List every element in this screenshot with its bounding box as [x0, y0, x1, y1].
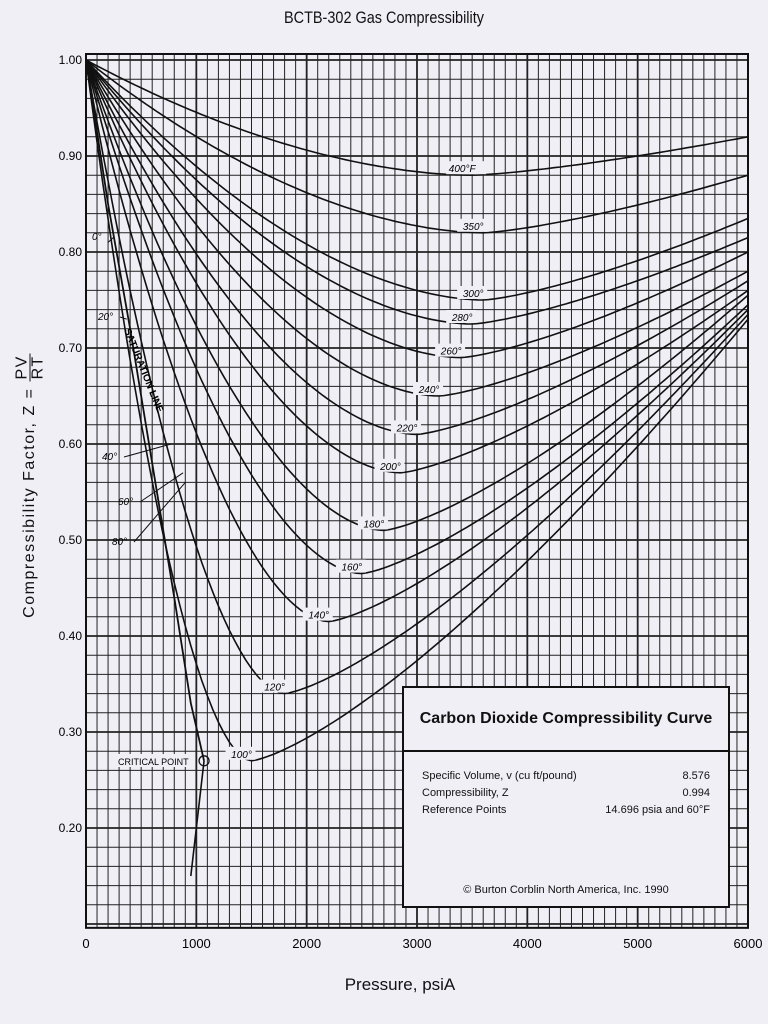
curve-label: 140°: [308, 611, 329, 622]
isotherm-curve: [85, 59, 749, 325]
x-tick-label: 0: [82, 936, 89, 951]
y-tick-label: 0.80: [59, 245, 83, 259]
curve-label-bg: [335, 559, 366, 573]
saturation-temp-label: 40°: [102, 452, 117, 463]
saturation-line-tail: [190, 760, 205, 877]
y-axis-label-text: Compressibility Factor, Z =: [21, 387, 39, 618]
curve-label: 220°: [396, 423, 418, 434]
curve-label-bg: [413, 382, 444, 395]
curve-label: 200°: [379, 462, 401, 473]
curve-label-bg: [225, 746, 256, 760]
info-value: 8.576: [682, 770, 710, 782]
chart-title: BCTB-302 Gas Compressibility: [284, 8, 484, 27]
curve-label-bg: [446, 161, 487, 175]
curve-label: 240°: [418, 385, 440, 396]
label-leader-line: [123, 443, 172, 458]
saturation-temp-label: 80°: [112, 537, 127, 548]
x-axis-label: Pressure, psiA: [344, 975, 456, 994]
saturation-line-label: SATURATION LINE: [121, 327, 165, 415]
y-tick-label: 0.50: [59, 533, 83, 547]
saturation-temp-label: 60°: [118, 497, 133, 508]
y-axis-label: Compressibility Factor, Z = PV RT: [13, 276, 47, 696]
isotherm-curve: [85, 59, 749, 436]
pv-rt-fraction: PV RT: [13, 353, 47, 382]
copyright: © Burton Corblin North America, Inc. 199…: [463, 884, 669, 896]
y-tick-label: 0.90: [59, 149, 83, 163]
curve-label: 160°: [341, 563, 362, 574]
label-leader-line: [139, 472, 184, 503]
curve-label-bg: [374, 458, 405, 472]
critical-point-label-bg: [116, 754, 192, 767]
info-label: Specific Volume, v (cu ft/pound): [422, 770, 577, 782]
curve-label: 350°: [463, 222, 484, 233]
isotherm-curve: [85, 59, 749, 234]
y-tick-label: 0.70: [59, 341, 83, 355]
curve-label: 300°: [463, 289, 484, 300]
curve-label-bg: [391, 420, 421, 434]
curve-label: 400°F: [449, 164, 477, 175]
x-tick-label: 1000: [182, 936, 211, 951]
curve-label-bg: [446, 310, 477, 323]
curve-label: 120°: [264, 683, 285, 694]
y-tick-label: 0.60: [59, 437, 83, 451]
x-tick-label: 3000: [403, 936, 432, 951]
fraction-numerator: PV: [13, 353, 31, 382]
isotherm-curve: [85, 59, 749, 301]
curve-label-bg: [258, 679, 289, 693]
info-value: 0.994: [682, 787, 710, 799]
isotherm-curve: [85, 59, 749, 532]
plot-frame: [85, 53, 749, 929]
label-leader-line: [133, 482, 186, 543]
info-row: Compressibility, Z 0.994: [404, 785, 728, 802]
x-tick-label: 4000: [513, 936, 542, 951]
isotherm-curve: [85, 59, 749, 359]
x-tick-label: 5000: [623, 936, 652, 951]
isotherm-curve: [85, 59, 749, 623]
saturation-temp-label: 20°: [97, 312, 113, 323]
critical-point-marker: [198, 755, 210, 767]
fraction-denominator: RT: [29, 355, 47, 380]
y-tick-label: 1.00: [59, 53, 83, 67]
info-label: Compressibility, Z: [422, 787, 509, 799]
y-tick-label: 0.30: [59, 725, 83, 739]
saturation-temp-label: 0°: [92, 232, 102, 243]
curve-label: 280°: [451, 313, 473, 324]
curve-label: 260°: [440, 347, 462, 358]
isotherm-curve: [85, 59, 749, 474]
info-box-title: Carbon Dioxide Compressibility Curve: [404, 688, 728, 752]
info-row: Specific Volume, v (cu ft/pound) 8.576: [404, 768, 728, 785]
curve-label-bg: [357, 516, 388, 530]
isotherm-curve: [85, 59, 749, 177]
label-leader-line: [107, 236, 115, 243]
curve-label: 100°: [231, 750, 252, 761]
y-tick-label: 0.20: [59, 821, 83, 835]
curve-label-bg: [457, 218, 488, 232]
x-tick-label: 6000: [734, 936, 763, 951]
y-tick-label: 0.40: [59, 629, 83, 643]
isotherm-curve: [85, 59, 749, 575]
isotherm-curve: [85, 59, 749, 762]
label-leader-line: [119, 316, 127, 320]
info-label: Reference Points: [422, 804, 507, 816]
info-row: Reference Points 14.696 psia and 60°F: [404, 802, 728, 819]
isotherm-curve: [85, 59, 749, 695]
curve-label-bg: [302, 607, 333, 621]
x-tick-label: 2000: [292, 936, 321, 951]
info-value: 14.696 psia and 60°F: [605, 804, 710, 816]
curve-label-bg: [457, 286, 488, 299]
curve-label-bg: [435, 343, 466, 357]
info-box: Carbon Dioxide Compressibility Curve Spe…: [402, 686, 730, 908]
saturation-line: [85, 59, 205, 762]
curve-label: 180°: [364, 519, 385, 530]
critical-point-label: CRITICAL POINT: [118, 757, 189, 767]
